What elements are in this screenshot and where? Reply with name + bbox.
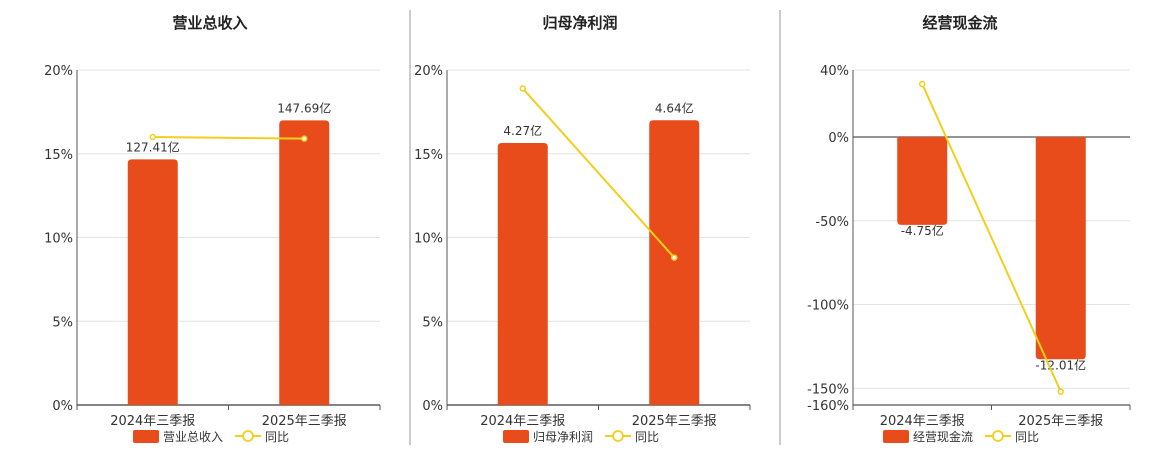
legend-line-label: 同比: [1015, 430, 1039, 444]
x-category-label: 2025年三季报: [632, 414, 717, 429]
legend-bar-label: 营业总收入: [163, 430, 223, 444]
bar-data-label: 4.64亿: [655, 100, 694, 115]
yoy-point[interactable]: [519, 85, 526, 92]
bar-data-label: 127.41亿: [126, 139, 180, 154]
bar-data-label: 147.69亿: [277, 100, 331, 115]
y-tick-label: -150%: [807, 382, 849, 397]
x-category-label: 2025年三季报: [262, 414, 347, 429]
y-tick-label: 15%: [414, 148, 443, 163]
chart-title: 营业总收入: [172, 14, 247, 32]
y-tick-label: 40%: [820, 64, 849, 79]
y-tick-label: -100%: [807, 299, 849, 314]
y-tick-label: -160%: [807, 399, 849, 414]
x-category-label: 2024年三季报: [480, 414, 565, 429]
legend-bar-label: 经营现金流: [913, 429, 973, 444]
bar[interactable]: [279, 120, 330, 406]
y-tick-label: -50%: [815, 215, 849, 230]
legend-line-label: 同比: [635, 430, 659, 444]
legend-bar-swatch[interactable]: [503, 430, 529, 443]
yoy-line: [522, 87, 675, 259]
yoy-point[interactable]: [1057, 388, 1064, 395]
chart-title: 经营现金流: [922, 14, 997, 32]
yoy-line: [921, 83, 1062, 393]
legend-bar-swatch[interactable]: [133, 430, 159, 443]
yoy-point[interactable]: [301, 135, 308, 142]
legend-line-marker: [992, 430, 1004, 442]
yoy-point[interactable]: [919, 80, 926, 88]
y-tick-label: 20%: [44, 64, 73, 79]
yoy-line: [152, 136, 305, 140]
chart-title: 归母净利润: [542, 14, 617, 32]
y-tick-label: 15%: [44, 148, 73, 163]
bar[interactable]: [897, 137, 948, 225]
bar[interactable]: [649, 120, 700, 406]
legend-line-marker: [612, 430, 624, 442]
yoy-point[interactable]: [671, 254, 678, 261]
y-tick-label: 0%: [828, 131, 849, 146]
legend-bar-swatch[interactable]: [883, 430, 909, 443]
y-tick-label: 0%: [422, 399, 443, 414]
bar-data-label: -4.75亿: [901, 223, 944, 238]
y-tick-label: 10%: [414, 232, 443, 247]
x-category-label: 2025年三季报: [1018, 414, 1103, 429]
y-tick-label: 5%: [52, 315, 73, 330]
legend-line-marker: [242, 430, 254, 442]
y-tick-label: 20%: [414, 64, 443, 79]
x-category-label: 2024年三季报: [880, 414, 965, 429]
legend-bar-label: 归母净利润: [533, 430, 593, 444]
legend-line-label: 同比: [265, 430, 289, 444]
y-tick-label: 10%: [44, 232, 73, 247]
bar[interactable]: [1035, 137, 1086, 360]
bar[interactable]: [127, 159, 178, 405]
x-category-label: 2024年三季报: [110, 414, 195, 429]
y-tick-label: 5%: [422, 315, 443, 330]
bar-data-label: -12.01亿: [1035, 357, 1086, 372]
yoy-point[interactable]: [149, 133, 156, 141]
bar-data-label: 4.27亿: [503, 123, 542, 138]
bar[interactable]: [497, 143, 548, 405]
y-tick-label: 0%: [52, 399, 73, 414]
